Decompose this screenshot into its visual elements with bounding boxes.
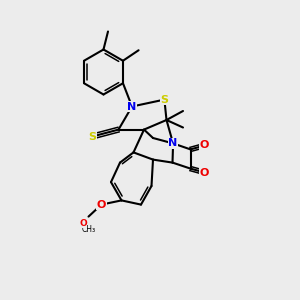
Text: N: N (128, 101, 136, 112)
Text: O: O (200, 140, 209, 151)
Text: O: O (79, 219, 87, 228)
Text: N: N (169, 138, 178, 148)
Text: S: S (160, 94, 168, 105)
Text: CH₃: CH₃ (81, 225, 96, 234)
Text: O: O (200, 167, 209, 178)
Text: S: S (88, 131, 96, 142)
Text: O: O (97, 200, 106, 210)
